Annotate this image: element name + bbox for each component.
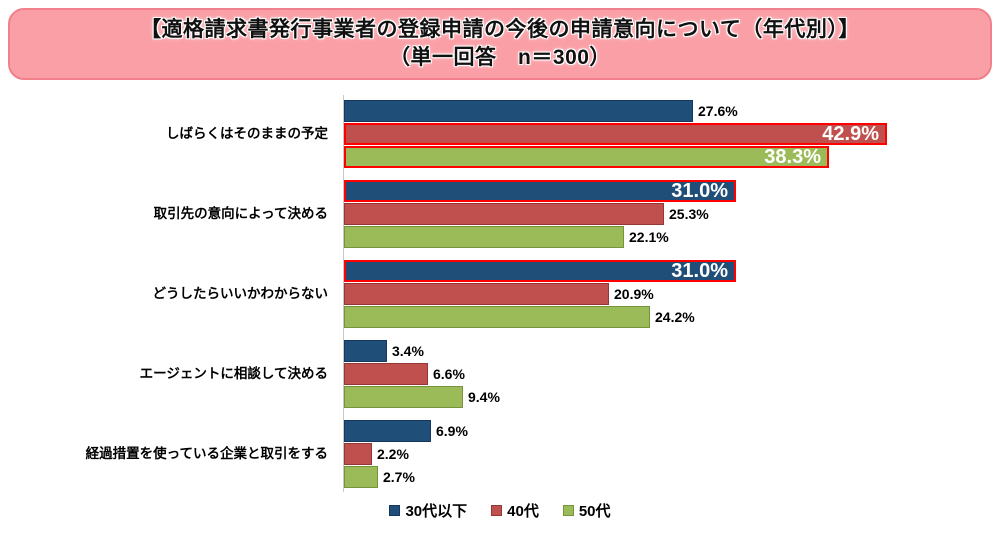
bars-cell: 27.6% 42.9% 38.3% xyxy=(336,100,1000,168)
bar-group: しばらくはそのままの予定 27.6% 42.9% 38.3% xyxy=(0,100,1000,168)
bar: 31.0% xyxy=(344,180,736,202)
bar-row: 3.4% xyxy=(344,340,1000,362)
bar-row: 27.6% xyxy=(344,100,1000,122)
chart-title-banner: 【適格請求書発行事業者の登録申請の今後の申請意向について（年代別）】 （単一回答… xyxy=(8,8,992,80)
bar xyxy=(344,340,387,362)
bar-value-label: 27.6% xyxy=(698,103,738,119)
bar-value-label: 22.1% xyxy=(629,229,669,245)
bar: 38.3% xyxy=(344,146,829,168)
chart-title: 【適格請求書発行事業者の登録申請の今後の申請意向について（年代別）】 xyxy=(140,18,860,41)
legend-marker-icon xyxy=(491,505,503,516)
bar xyxy=(344,306,650,328)
bar-value-label: 20.9% xyxy=(614,286,654,302)
bar-group: 経過措置を使っている企業と取引をする 6.9% 2.2% 2.7% xyxy=(0,420,1000,488)
bar xyxy=(344,443,372,465)
bar-group: エージェントに相談して決める 3.4% 6.6% 9.4% xyxy=(0,340,1000,408)
bar xyxy=(344,420,431,442)
legend-item: 30代以下 xyxy=(389,500,467,521)
bar-row: 31.0% xyxy=(344,260,1000,282)
bar-row: 25.3% xyxy=(344,203,1000,225)
bar-row: 9.4% xyxy=(344,386,1000,408)
category-label: エージェントに相談して決める xyxy=(139,365,328,381)
bar-row: 2.2% xyxy=(344,443,1000,465)
bar-group: 取引先の意向によって決める 31.0% 25.3% 22.1% xyxy=(0,180,1000,248)
bars-cell: 3.4% 6.6% 9.4% xyxy=(336,340,1000,408)
bar-value-label: 38.3% xyxy=(764,146,821,168)
legend-marker-icon xyxy=(562,505,574,516)
bar: 42.9% xyxy=(344,123,887,145)
bar xyxy=(344,203,664,225)
bar-row: 31.0% xyxy=(344,180,1000,202)
bar-value-label: 2.7% xyxy=(383,469,415,485)
bar-value-label: 25.3% xyxy=(669,206,709,222)
bar-row: 24.2% xyxy=(344,306,1000,328)
bar-value-label: 3.4% xyxy=(392,343,424,359)
bar-chart: しばらくはそのままの予定 27.6% 42.9% 38.3% 取引先の意向によって決める… xyxy=(0,95,1000,500)
bar-value-label: 6.6% xyxy=(433,366,465,382)
bar-row: 2.7% xyxy=(344,466,1000,488)
category-label: どうしたらいいかわからない xyxy=(152,285,329,301)
legend-item: 50代 xyxy=(562,500,611,521)
bars-cell: 6.9% 2.2% 2.7% xyxy=(336,420,1000,488)
chart-legend: 30代以下 40代 50代 xyxy=(0,500,1000,521)
bar-value-label: 6.9% xyxy=(436,423,468,439)
bar-row: 6.9% xyxy=(344,420,1000,442)
legend-marker-icon xyxy=(389,505,401,516)
bar-value-label: 9.4% xyxy=(468,389,500,405)
bar-row: 20.9% xyxy=(344,283,1000,305)
bars-cell: 31.0% 20.9% 24.2% xyxy=(336,260,1000,328)
bar-value-label: 2.2% xyxy=(377,446,409,462)
legend-label: 30代以下 xyxy=(405,503,468,520)
bar: 31.0% xyxy=(344,260,736,282)
legend-label: 50代 xyxy=(578,503,611,520)
category-label: 取引先の意向によって決める xyxy=(153,205,328,221)
bar-value-label: 24.2% xyxy=(655,309,695,325)
chart-subtitle: （単一回答 n＝300） xyxy=(389,46,611,69)
bar-row: 38.3% xyxy=(344,146,1000,168)
axis-baseline xyxy=(343,95,344,492)
bar-groups: しばらくはそのままの予定 27.6% 42.9% 38.3% 取引先の意向によって決める… xyxy=(0,100,1000,488)
bar xyxy=(344,226,624,248)
bar xyxy=(344,100,693,122)
bar xyxy=(344,283,609,305)
bar-row: 6.6% xyxy=(344,363,1000,385)
bar-row: 42.9% xyxy=(344,123,1000,145)
bar xyxy=(344,386,463,408)
legend-item: 40代 xyxy=(491,500,539,521)
category-label: 経過措置を使っている企業と取引をする xyxy=(85,445,328,461)
bar-group: どうしたらいいかわからない 31.0% 20.9% 24.2% xyxy=(0,260,1000,328)
bar xyxy=(344,363,428,385)
bar-value-label: 31.0% xyxy=(671,180,728,202)
bar-value-label: 31.0% xyxy=(671,260,728,282)
bar-value-label: 42.9% xyxy=(822,123,879,145)
legend-label: 40代 xyxy=(507,503,539,520)
bar-row: 22.1% xyxy=(344,226,1000,248)
category-label: しばらくはそのままの予定 xyxy=(166,125,328,141)
bars-cell: 31.0% 25.3% 22.1% xyxy=(336,180,1000,248)
bar xyxy=(344,466,378,488)
